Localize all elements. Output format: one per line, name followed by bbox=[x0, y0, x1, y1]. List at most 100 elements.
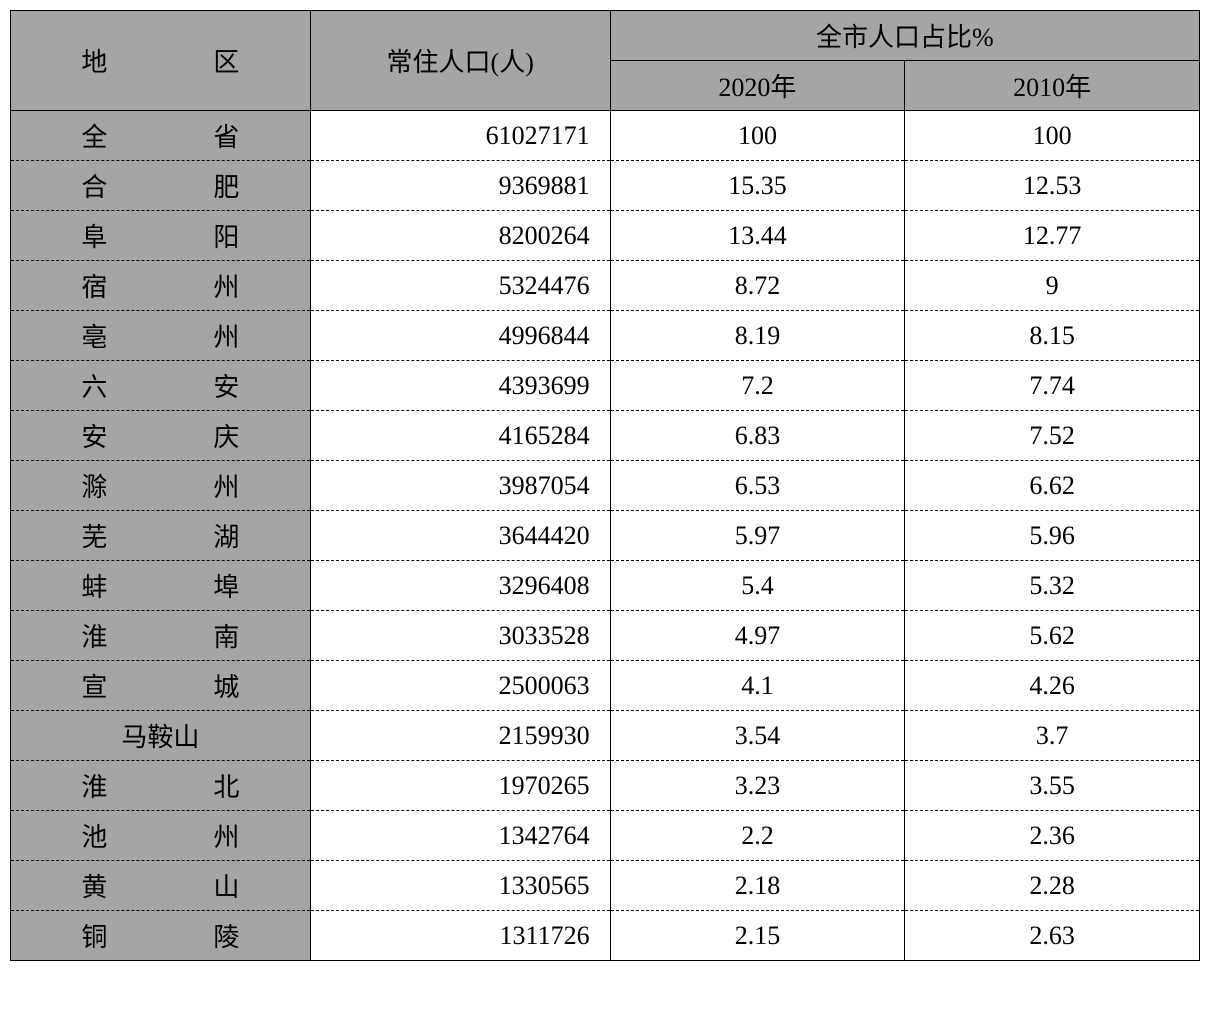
pct2020-cell: 4.1 bbox=[610, 661, 905, 711]
population-cell: 4996844 bbox=[310, 311, 610, 361]
table-row: 淮 北 19702653.233.55 bbox=[11, 761, 1200, 811]
table-row: 铜 陵 13117262.152.63 bbox=[11, 911, 1200, 961]
table-row: 宿 州 53244768.729 bbox=[11, 261, 1200, 311]
pct2020-cell: 8.72 bbox=[610, 261, 905, 311]
pct2020-cell: 5.4 bbox=[610, 561, 905, 611]
pct2020-cell: 2.15 bbox=[610, 911, 905, 961]
pct2010-cell: 2.63 bbox=[905, 911, 1200, 961]
table-row: 六 安 43936997.27.74 bbox=[11, 361, 1200, 411]
region-cell: 安 庆 bbox=[11, 411, 311, 461]
pct2020-cell: 6.53 bbox=[610, 461, 905, 511]
pct2010-cell: 8.15 bbox=[905, 311, 1200, 361]
table-row: 马鞍山21599303.543.7 bbox=[11, 711, 1200, 761]
region-label: 淮 南 bbox=[41, 623, 279, 652]
pct2010-cell: 12.77 bbox=[905, 211, 1200, 261]
table-row: 合 肥936988115.3512.53 bbox=[11, 161, 1200, 211]
region-cell: 宣 城 bbox=[11, 661, 311, 711]
population-cell: 4165284 bbox=[310, 411, 610, 461]
table-row: 安 庆41652846.837.52 bbox=[11, 411, 1200, 461]
pct2010-cell: 2.28 bbox=[905, 861, 1200, 911]
table-row: 阜 阳 820026413.4412.77 bbox=[11, 211, 1200, 261]
population-cell: 1342764 bbox=[310, 811, 610, 861]
population-cell: 2500063 bbox=[310, 661, 610, 711]
region-label: 芜 湖 bbox=[41, 523, 279, 552]
population-cell: 9369881 bbox=[310, 161, 610, 211]
region-label: 滁 州 bbox=[41, 473, 279, 502]
region-cell: 淮 北 bbox=[11, 761, 311, 811]
pct2010-cell: 3.7 bbox=[905, 711, 1200, 761]
region-label: 六 安 bbox=[41, 373, 279, 402]
region-cell: 宿 州 bbox=[11, 261, 311, 311]
pct2010-cell: 2.36 bbox=[905, 811, 1200, 861]
table-row: 黄 山 13305652.182.28 bbox=[11, 861, 1200, 911]
table-row: 池 州13427642.22.36 bbox=[11, 811, 1200, 861]
region-label: 宿 州 bbox=[41, 273, 279, 302]
region-label: 池 州 bbox=[41, 823, 279, 852]
region-label: 亳 州 bbox=[41, 323, 279, 352]
region-cell: 全 省 bbox=[11, 111, 311, 161]
pct2020-cell: 15.35 bbox=[610, 161, 905, 211]
population-cell: 3987054 bbox=[310, 461, 610, 511]
region-label: 蚌 埠 bbox=[41, 573, 279, 602]
pct2010-cell: 3.55 bbox=[905, 761, 1200, 811]
region-label: 铜 陵 bbox=[41, 923, 279, 952]
population-cell: 5324476 bbox=[310, 261, 610, 311]
region-cell: 芜 湖 bbox=[11, 511, 311, 561]
region-cell: 黄 山 bbox=[11, 861, 311, 911]
region-cell: 合 肥 bbox=[11, 161, 311, 211]
pct2020-cell: 3.23 bbox=[610, 761, 905, 811]
population-cell: 61027171 bbox=[310, 111, 610, 161]
pct2020-cell: 6.83 bbox=[610, 411, 905, 461]
pct2020-cell: 2.18 bbox=[610, 861, 905, 911]
pct2010-cell: 5.32 bbox=[905, 561, 1200, 611]
population-cell: 3033528 bbox=[310, 611, 610, 661]
header-population: 常住人口(人) bbox=[310, 11, 610, 111]
region-label: 合 肥 bbox=[41, 173, 279, 202]
region-label: 宣 城 bbox=[41, 673, 279, 702]
pct2010-cell: 7.52 bbox=[905, 411, 1200, 461]
region-cell: 铜 陵 bbox=[11, 911, 311, 961]
table-row: 淮 南 30335284.975.62 bbox=[11, 611, 1200, 661]
header-percent-group: 全市人口占比% bbox=[610, 11, 1199, 61]
region-cell: 阜 阳 bbox=[11, 211, 311, 261]
population-cell: 1330565 bbox=[310, 861, 610, 911]
pct2010-cell: 4.26 bbox=[905, 661, 1200, 711]
population-table: 地 区 常住人口(人) 全市人口占比% 2020年 2010年 全 省 61027… bbox=[10, 10, 1200, 961]
region-cell: 六 安 bbox=[11, 361, 311, 411]
region-cell: 亳 州 bbox=[11, 311, 311, 361]
pct2010-cell: 100 bbox=[905, 111, 1200, 161]
pct2020-cell: 100 bbox=[610, 111, 905, 161]
region-label: 全 省 bbox=[41, 123, 279, 152]
population-cell: 2159930 bbox=[310, 711, 610, 761]
pct2020-cell: 7.2 bbox=[610, 361, 905, 411]
region-label: 黄 山 bbox=[41, 873, 279, 902]
population-cell: 4393699 bbox=[310, 361, 610, 411]
table-row: 亳 州49968448.198.15 bbox=[11, 311, 1200, 361]
population-cell: 1311726 bbox=[310, 911, 610, 961]
pct2010-cell: 7.74 bbox=[905, 361, 1200, 411]
table-row: 芜 湖36444205.975.96 bbox=[11, 511, 1200, 561]
header-year-2020: 2020年 bbox=[610, 61, 905, 111]
pct2010-cell: 5.96 bbox=[905, 511, 1200, 561]
region-label: 淮 北 bbox=[41, 773, 279, 802]
header-year-2010: 2010年 bbox=[905, 61, 1200, 111]
population-cell: 1970265 bbox=[310, 761, 610, 811]
population-cell: 3296408 bbox=[310, 561, 610, 611]
table-header: 地 区 常住人口(人) 全市人口占比% 2020年 2010年 bbox=[11, 11, 1200, 111]
region-label: 马鞍山 bbox=[121, 723, 199, 752]
region-label: 阜 阳 bbox=[41, 223, 279, 252]
header-region: 地 区 bbox=[11, 11, 311, 111]
table-body: 全 省61027171100100合 肥936988115.3512.53阜 阳… bbox=[11, 111, 1200, 961]
table-row: 滁 州39870546.536.62 bbox=[11, 461, 1200, 511]
region-cell: 马鞍山 bbox=[11, 711, 311, 761]
table-row: 宣 城 25000634.14.26 bbox=[11, 661, 1200, 711]
pct2020-cell: 4.97 bbox=[610, 611, 905, 661]
pct2010-cell: 5.62 bbox=[905, 611, 1200, 661]
table-row: 蚌 埠 32964085.45.32 bbox=[11, 561, 1200, 611]
region-cell: 淮 南 bbox=[11, 611, 311, 661]
pct2010-cell: 9 bbox=[905, 261, 1200, 311]
population-cell: 3644420 bbox=[310, 511, 610, 561]
population-cell: 8200264 bbox=[310, 211, 610, 261]
pct2020-cell: 13.44 bbox=[610, 211, 905, 261]
table-row: 全 省61027171100100 bbox=[11, 111, 1200, 161]
